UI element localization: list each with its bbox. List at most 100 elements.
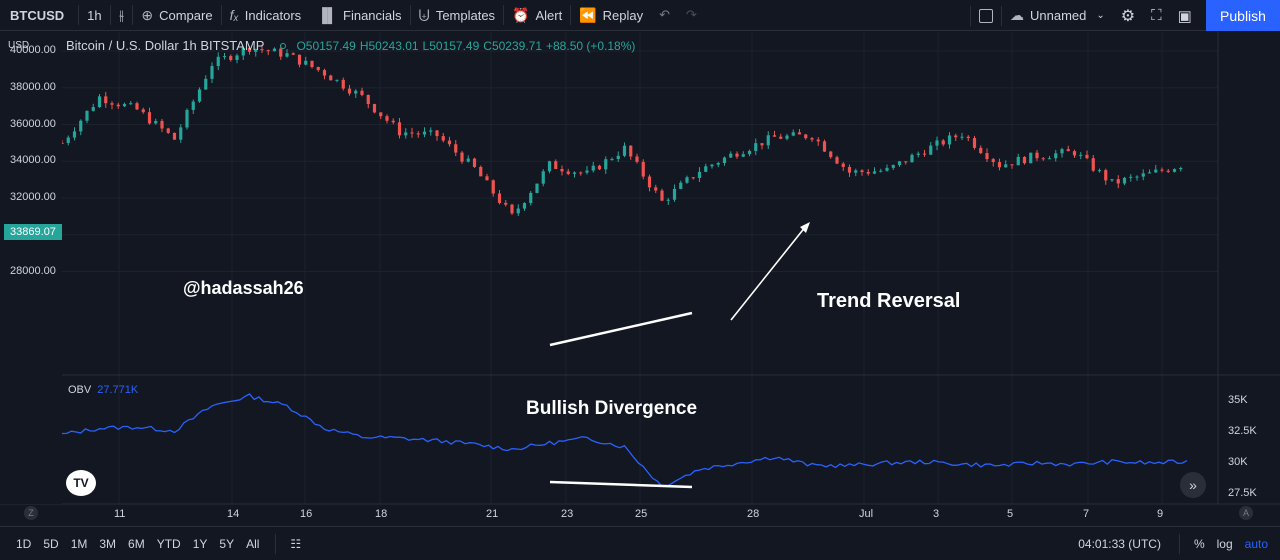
candle-body <box>897 161 902 165</box>
templates-button[interactable]: ⨄ Templates <box>411 0 504 31</box>
candle-body <box>260 49 264 51</box>
time-tick-label: 3 <box>933 508 940 520</box>
candle-body <box>104 96 108 104</box>
fx-icon: fₓ <box>229 7 239 23</box>
obv-trendline[interactable] <box>549 480 693 489</box>
candle-body <box>722 157 727 164</box>
candle-body <box>1122 177 1127 184</box>
candle-body <box>160 120 164 129</box>
range-button-1d[interactable]: 1D <box>16 536 32 551</box>
candle-body <box>729 153 733 158</box>
range-button-5y[interactable]: 5Y <box>219 536 235 551</box>
candle-body <box>872 171 877 174</box>
log-scale-toggle[interactable]: log <box>1216 537 1233 551</box>
currency-label[interactable]: USD <box>8 40 30 51</box>
candle-body <box>704 166 708 172</box>
zoom-reset-button[interactable]: Z <box>24 506 38 520</box>
candle-body <box>272 48 277 52</box>
auto-scale-toggle[interactable]: auto <box>1244 537 1268 551</box>
candle-body <box>247 47 252 52</box>
range-button-5d[interactable]: 5D <box>43 536 59 551</box>
toolbar-divider <box>970 5 971 26</box>
alert-button[interactable]: ⏰ Alert <box>504 0 570 31</box>
candle-body <box>616 155 620 160</box>
candle-body <box>916 153 920 155</box>
candle-body <box>179 127 183 140</box>
utc-clock[interactable]: 04:01:33 (UTC) <box>1078 537 1161 551</box>
go-to-date-button[interactable]: ☷ <box>284 537 307 551</box>
symbol-title[interactable]: Bitcoin / U.S. Dollar 1h BITSTAMP <box>66 38 265 53</box>
undo-icon: ↶ <box>659 7 671 22</box>
price-trendline[interactable] <box>549 311 693 347</box>
author-watermark: @hadassah26 <box>183 278 304 298</box>
percent-scale-toggle[interactable]: % <box>1193 537 1205 551</box>
layout-toggle-button[interactable] <box>971 0 1001 31</box>
candle-body <box>522 203 527 209</box>
candle-body <box>266 50 270 52</box>
candle-body <box>1116 179 1120 184</box>
trend-reversal-text[interactable]: Trend Reversal <box>817 290 961 312</box>
candle-body <box>910 154 914 163</box>
candle-body <box>316 66 320 71</box>
cloud-icon: ☁ <box>1010 7 1024 23</box>
bar-chart-icon: ▐▌ <box>317 7 338 23</box>
redo-button[interactable]: ↷ <box>678 0 705 31</box>
candle-body <box>591 165 595 171</box>
price-tick-label: 38000.00 <box>10 80 56 93</box>
layout-name-menu[interactable]: ☁ Unnamed ⌄ <box>1002 0 1113 31</box>
indicators-button[interactable]: fₓ Indicators <box>222 0 310 31</box>
undo-button[interactable]: ↶ <box>651 0 678 31</box>
candle-body <box>166 128 170 133</box>
replay-button[interactable]: ⏪ Replay <box>571 0 651 31</box>
chart-style-button[interactable]: ⫳ <box>111 0 133 31</box>
time-tick-label: 5 <box>1007 508 1014 520</box>
toolbar-divider <box>220 5 222 25</box>
snapshot-button[interactable]: ▣ <box>1170 0 1200 31</box>
obv-tick-label: 27.5K <box>1228 487 1257 499</box>
legend-low: L50157.49 <box>422 38 480 53</box>
candle-body <box>72 131 77 138</box>
range-button-6m[interactable]: 6M <box>128 536 145 551</box>
settings-button[interactable]: ⚙ <box>1113 0 1143 31</box>
candle-body <box>610 159 614 161</box>
range-button-all[interactable]: All <box>246 536 260 551</box>
bullish-divergence-text[interactable]: Bullish Divergence <box>526 398 698 419</box>
chart-canvas[interactable] <box>0 32 1280 526</box>
symbol-search[interactable]: BTCUSD <box>10 7 65 23</box>
candle-body <box>322 70 327 76</box>
candle-body <box>304 60 308 65</box>
auto-scale-corner-button[interactable]: A <box>1239 506 1253 520</box>
left-price-scale[interactable] <box>0 32 62 504</box>
candle-body <box>922 153 927 155</box>
candle-body <box>485 176 489 181</box>
candle-body <box>647 176 652 188</box>
top-toolbar: BTCUSD 1h ⫳ ⊕ Compare fₓ Indicators ▐▌ F… <box>0 0 1280 31</box>
candle-body <box>447 140 452 145</box>
drawings-layer[interactable] <box>549 222 810 489</box>
camera-icon: ▣ <box>1177 7 1192 25</box>
trend-reversal-arrow[interactable] <box>730 225 807 321</box>
compare-button[interactable]: ⊕ Compare <box>133 0 220 31</box>
range-button-3m[interactable]: 3M <box>99 536 117 551</box>
fullscreen-button[interactable]: ⛶ <box>1143 0 1170 31</box>
tradingview-logo[interactable]: TV <box>66 470 96 496</box>
scroll-to-realtime-button[interactable]: » <box>1180 472 1206 498</box>
candle-body <box>91 107 95 111</box>
interval-button[interactable]: 1h <box>87 7 102 23</box>
obv-legend[interactable]: OBV 27.771K <box>68 384 138 396</box>
publish-button[interactable]: Publish <box>1206 0 1280 31</box>
candle-body <box>397 122 402 136</box>
candle-body <box>141 109 145 113</box>
candle-body <box>454 144 458 153</box>
templates-icon: ⨄ <box>418 6 430 23</box>
candle-body <box>1035 152 1039 159</box>
range-button-1m[interactable]: 1M <box>70 536 88 551</box>
financials-button[interactable]: ▐▌ Financials <box>309 0 409 31</box>
candle-body <box>835 157 839 164</box>
candle-body <box>604 159 608 170</box>
candle-body <box>210 65 214 79</box>
range-button-1y[interactable]: 1Y <box>192 536 208 551</box>
candle-body <box>79 120 83 132</box>
range-button-ytd[interactable]: YTD <box>156 536 181 551</box>
candle-body <box>97 96 102 108</box>
